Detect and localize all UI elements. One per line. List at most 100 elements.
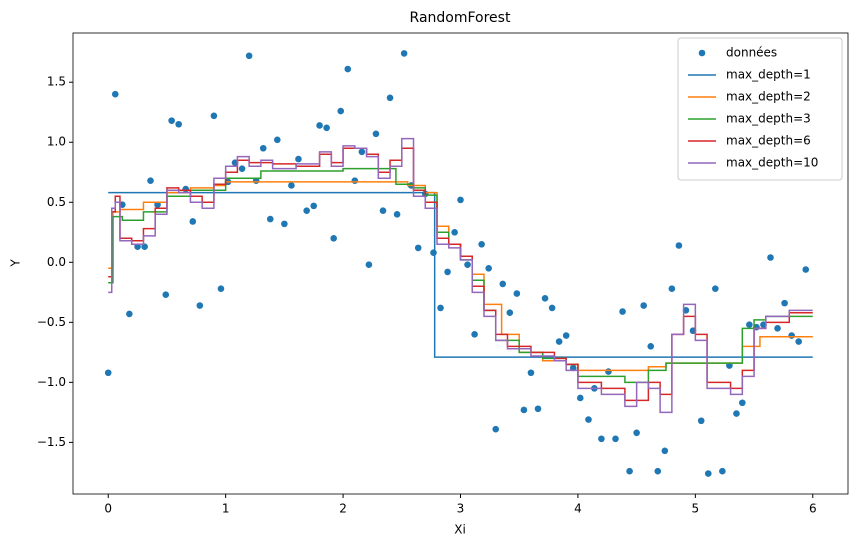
x-tick-label: 1 bbox=[222, 502, 230, 516]
data-point bbox=[733, 410, 740, 417]
data-point bbox=[111, 90, 119, 98]
data-point bbox=[513, 290, 521, 297]
data-point bbox=[464, 261, 471, 269]
data-point bbox=[182, 185, 190, 193]
data-point bbox=[527, 369, 535, 377]
y-tick-label: 0.0 bbox=[47, 255, 66, 269]
y-tick-label: −1.5 bbox=[37, 435, 66, 449]
data-point bbox=[675, 242, 683, 249]
y-tick-label: 0.5 bbox=[47, 195, 66, 209]
data-point bbox=[562, 332, 570, 339]
data-point bbox=[788, 332, 795, 339]
data-point bbox=[444, 268, 451, 276]
data-point bbox=[485, 265, 492, 272]
legend-marker bbox=[698, 49, 706, 57]
data-point bbox=[323, 124, 330, 132]
legend-label: max_depth=2 bbox=[726, 90, 811, 104]
legend-label: max_depth=3 bbox=[726, 112, 811, 126]
data-point bbox=[189, 218, 197, 225]
data-point bbox=[372, 130, 380, 138]
data-point bbox=[619, 308, 626, 315]
data-point bbox=[457, 196, 464, 204]
data-point bbox=[795, 338, 802, 345]
data-point bbox=[704, 470, 712, 477]
data-point bbox=[393, 210, 401, 218]
step-line bbox=[108, 137, 813, 414]
data-point bbox=[451, 228, 458, 236]
data-point bbox=[281, 220, 288, 228]
data-point bbox=[640, 302, 647, 309]
data-point bbox=[569, 364, 577, 372]
data-point bbox=[379, 207, 387, 214]
data-point bbox=[210, 112, 218, 120]
data-point bbox=[668, 285, 676, 293]
data-point bbox=[344, 65, 352, 73]
data-point bbox=[633, 429, 640, 437]
chart-title: RandomForest bbox=[410, 10, 511, 26]
y-tick-label: −0.5 bbox=[37, 315, 66, 329]
x-tick-label: 3 bbox=[457, 502, 465, 516]
data-point bbox=[162, 291, 170, 299]
data-point bbox=[154, 201, 161, 208]
data-point bbox=[337, 107, 345, 115]
data-point bbox=[802, 266, 810, 273]
data-point bbox=[598, 435, 605, 443]
data-point bbox=[316, 122, 323, 129]
y-axis-label: Y bbox=[9, 259, 23, 268]
data-point bbox=[168, 117, 175, 124]
data-point bbox=[175, 120, 182, 128]
data-point bbox=[576, 394, 584, 402]
legend-label: données bbox=[726, 46, 777, 60]
data-point bbox=[288, 182, 295, 189]
data-point bbox=[612, 435, 619, 443]
x-axis-label: Xi bbox=[454, 523, 466, 537]
data-point bbox=[471, 331, 478, 338]
data-point bbox=[492, 425, 500, 433]
data-point bbox=[478, 240, 485, 248]
data-point bbox=[585, 416, 592, 423]
legend-box bbox=[677, 37, 843, 181]
data-point bbox=[719, 467, 726, 475]
data-point bbox=[330, 234, 337, 242]
data-point bbox=[774, 325, 781, 332]
data-point bbox=[303, 207, 310, 214]
data-point bbox=[134, 243, 141, 250]
data-point bbox=[661, 447, 669, 455]
data-point bbox=[605, 368, 612, 375]
data-point bbox=[386, 94, 394, 102]
data-point bbox=[295, 155, 302, 163]
data-point bbox=[541, 295, 549, 302]
data-point bbox=[217, 285, 225, 293]
data-point bbox=[548, 304, 556, 312]
data-point bbox=[266, 215, 274, 223]
data-point bbox=[520, 406, 528, 414]
data-point bbox=[499, 280, 507, 288]
data-point bbox=[358, 148, 366, 156]
data-point bbox=[697, 417, 705, 425]
y-tick-label: −1.0 bbox=[37, 375, 66, 389]
data-point bbox=[626, 467, 633, 475]
x-tick-label: 6 bbox=[809, 502, 817, 516]
legend-label: max_depth=1 bbox=[726, 68, 811, 82]
data-point bbox=[534, 405, 542, 413]
data-point bbox=[126, 310, 133, 318]
data-point bbox=[712, 285, 719, 293]
data-point bbox=[147, 177, 154, 184]
y-tick-label: 1.0 bbox=[47, 135, 66, 149]
data-point bbox=[141, 243, 148, 250]
data-point bbox=[104, 369, 112, 377]
data-point bbox=[654, 467, 662, 475]
data-point bbox=[245, 52, 253, 60]
data-point bbox=[259, 144, 267, 152]
data-point bbox=[365, 261, 373, 269]
data-point bbox=[400, 50, 408, 57]
legend-label: max_depth=6 bbox=[726, 134, 811, 148]
axes-frame bbox=[72, 32, 849, 495]
data-point bbox=[739, 399, 746, 407]
data-point bbox=[726, 362, 733, 369]
x-tick-label: 2 bbox=[339, 502, 347, 516]
data-point bbox=[351, 177, 359, 184]
x-tick-label: 5 bbox=[692, 502, 700, 516]
